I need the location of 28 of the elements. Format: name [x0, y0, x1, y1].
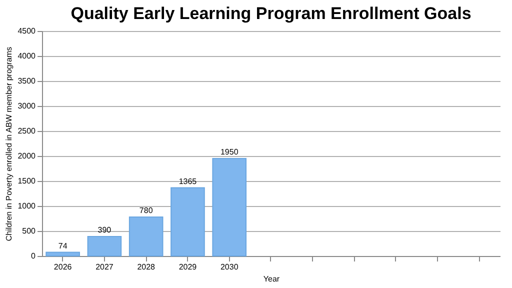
- data-label: 780: [139, 206, 154, 215]
- x-tick-label: 2029: [178, 262, 198, 272]
- bar: [128, 216, 164, 256]
- bar: [212, 158, 247, 256]
- y-tick-label: 2500: [18, 126, 36, 136]
- y-tick-label: 500: [22, 226, 36, 236]
- y-tick-label: 1500: [18, 176, 36, 186]
- y-tick-label: 4000: [18, 52, 36, 60]
- y-tick-label: 1000: [18, 202, 36, 210]
- x-tick-label: 2026: [54, 262, 72, 272]
- y-tick-label: 3000: [18, 102, 36, 110]
- x-tick-label: 2027: [96, 262, 114, 272]
- x-axis-title: Year: [263, 274, 280, 284]
- bar: [46, 252, 80, 256]
- y-tick-label: 2000: [18, 152, 36, 160]
- chart-title: Quality Early Learning Program Enrollment Goals: [70, 4, 472, 23]
- y-tick-label: 0: [31, 252, 36, 260]
- y-tick-label: 4500: [18, 26, 36, 36]
- data-label: 390: [98, 226, 112, 234]
- data-label: 1950: [220, 148, 239, 156]
- x-tick-label: 2028: [137, 262, 156, 272]
- x-tick-label: 2030: [220, 262, 239, 272]
- data-label: 1365: [178, 176, 198, 186]
- data-label: 74: [58, 241, 68, 250]
- bar: [170, 187, 205, 256]
- y-axis-title: Children in Poverty enrolled in ABW member programs: [4, 46, 14, 242]
- y-tick-label: 3500: [18, 76, 36, 86]
- bar: [87, 236, 122, 256]
